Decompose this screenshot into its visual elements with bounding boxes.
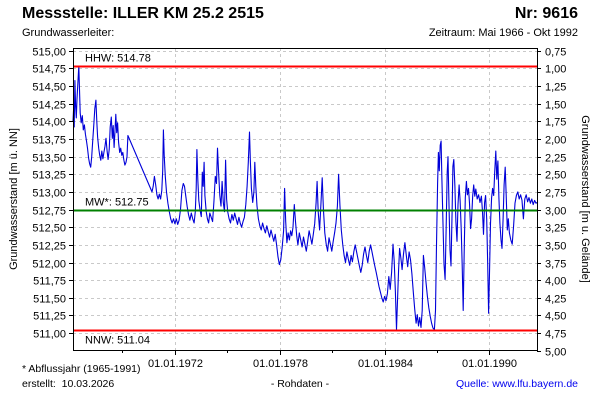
y-tick-label-right: 1,00 <box>545 64 566 76</box>
aquifer-label: Grundwasserleiter: <box>22 27 115 39</box>
y-tick-label-left: 514,50 <box>32 82 66 94</box>
period-label: Zeitraum: Mai 1966 - Okt 1992 <box>428 27 578 39</box>
y-tick-label-right: 2,50 <box>545 170 566 182</box>
x-tick-label: 01.01.1990 <box>462 358 517 370</box>
y-tick-label-left: 512,25 <box>32 241 66 253</box>
y-tick-label-right: 2,00 <box>545 135 566 147</box>
y-tick-label-left: 513,50 <box>32 153 66 165</box>
reference-label-mw: MW*: 512.75 <box>85 197 149 209</box>
y-tick-label-right: 3,75 <box>545 259 566 271</box>
y-tick-label-right: 0,75 <box>545 47 566 59</box>
y-tick-label-right: 3,25 <box>545 223 566 235</box>
y-tick-label-right: 4,25 <box>545 294 566 306</box>
page-title: Messstelle: ILLER KM 25.2 2515 <box>22 5 264 22</box>
y-tick-label-left: 511,75 <box>33 276 66 288</box>
y-tick-label-left: 514,25 <box>32 100 66 112</box>
plot-frame <box>73 48 538 351</box>
y-tick-label-left: 511,00 <box>33 329 66 341</box>
y-tick-label-left: 514,75 <box>32 64 66 76</box>
x-tick-label: 01.01.1984 <box>358 358 413 370</box>
y-tick-label-right: 4,00 <box>545 276 566 288</box>
reference-label-nnw: NNW: 511.04 <box>85 335 150 347</box>
y-tick-label-right: 1,50 <box>545 100 566 112</box>
footnote-abflussjahr: * Abflussjahr (1965-1991) <box>22 363 141 375</box>
x-tick-label: 01.01.1972 <box>148 358 203 370</box>
y-tick-label-right: 3,50 <box>545 241 566 253</box>
y-tick-label-left: 511,50 <box>33 294 66 306</box>
y-axis-left-title: Grundwasserstand [m ü. NN] <box>8 128 20 270</box>
y-tick-label-left: 514,00 <box>32 117 66 129</box>
series-line <box>72 65 538 331</box>
station-number: Nr: 9616 <box>514 5 578 22</box>
x-tick-label: 01.01.1978 <box>253 358 308 370</box>
created-date-label: erstellt: 10.03.2026 <box>22 378 115 390</box>
y-tick-label-right: 5,00 <box>545 347 566 359</box>
y-tick-label-left: 513,75 <box>32 135 66 147</box>
y-tick-label-left: 513,00 <box>32 188 66 200</box>
y-tick-label-left: 515,00 <box>32 47 66 59</box>
y-tick-label-right: 2,75 <box>545 188 566 200</box>
reference-label-hhw: HHW: 514.78 <box>85 53 151 65</box>
y-tick-label-right: 4,75 <box>545 329 566 341</box>
y-tick-label-right: 2,25 <box>545 153 566 165</box>
y-tick-label-left: 513,25 <box>32 170 66 182</box>
y-tick-label-left: 512,75 <box>32 206 66 218</box>
y-tick-label-left: 511,25 <box>33 311 66 323</box>
y-tick-label-right: 1,25 <box>545 82 566 94</box>
dataset-type-label: - Rohdaten - <box>270 378 330 390</box>
y-tick-label-left: 512,00 <box>32 259 66 271</box>
y-tick-label-right: 4,50 <box>545 311 566 323</box>
source-link[interactable]: Quelle: www.lfu.bayern.de <box>456 378 578 390</box>
y-tick-label-left: 512,50 <box>32 223 66 235</box>
y-axis-right-title: Grundwasserstand [m u. Gelände] <box>579 115 591 283</box>
y-tick-label-right: 3,00 <box>545 206 566 218</box>
y-tick-label-right: 1,75 <box>545 117 566 129</box>
